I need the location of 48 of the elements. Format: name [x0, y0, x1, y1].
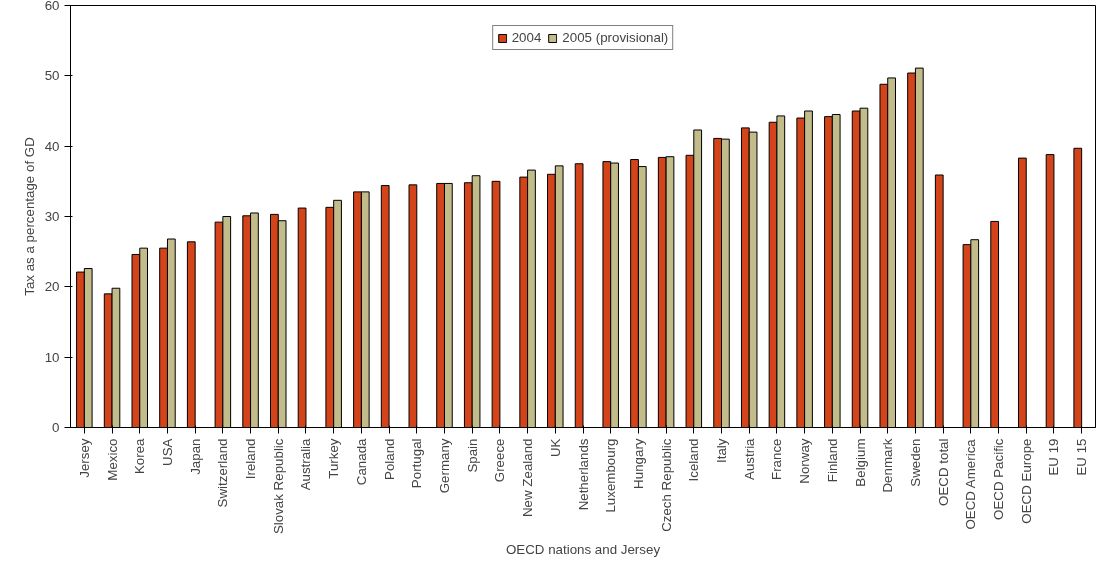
- x-tick-label: UK: [547, 438, 563, 458]
- x-tick-label: Ireland: [243, 438, 259, 480]
- x-tick-label: Turkey: [326, 438, 342, 479]
- x-tick-label: Finland: [824, 438, 840, 483]
- x-tick-label: Sweden: [907, 438, 923, 487]
- legend-label: 2004: [511, 30, 542, 45]
- x-tick-label: Canada: [353, 437, 369, 486]
- y-tick-label: 60: [44, 0, 60, 13]
- x-tick-label: Hungary: [630, 438, 646, 489]
- x-tick-label: EU 19: [1046, 438, 1062, 476]
- x-tick-label: OECD total: [935, 438, 951, 506]
- x-tick-label: Japan: [187, 438, 203, 475]
- x-tick-label: Slovak Republic: [270, 438, 286, 535]
- x-tick-label: USA: [159, 438, 175, 466]
- x-tick-label: Denmark: [880, 438, 896, 493]
- x-tick-label: OECD Europe: [1018, 438, 1034, 524]
- y-tick-label: 40: [44, 138, 60, 154]
- y-tick-label: 10: [44, 349, 60, 365]
- legend-label: 2005 (provisional): [562, 30, 669, 45]
- x-tick-label: Poland: [381, 438, 397, 480]
- x-tick-label: Greece: [492, 438, 508, 483]
- x-tick-label: Norway: [797, 438, 813, 484]
- x-tick-label: Czech Republic: [658, 438, 674, 532]
- x-tick-label: OECD America: [963, 438, 979, 530]
- y-tick-label: 0: [52, 420, 60, 435]
- x-tick-label: Mexico: [104, 438, 120, 481]
- x-tick-label: Portugal: [409, 438, 425, 489]
- x-tick-label: Switzerland: [215, 438, 231, 508]
- x-tick-label: OECD Pacific: [991, 438, 1007, 520]
- x-tick-label: Jersey: [76, 438, 92, 478]
- x-tick-label: Korea: [132, 437, 148, 475]
- x-tick-label: New Zealand: [520, 438, 536, 518]
- x-tick-label: Australia: [298, 437, 314, 491]
- y-tick-label: 30: [44, 209, 60, 224]
- x-tick-label: Belgium: [852, 438, 868, 487]
- x-tick-label: Italy: [714, 438, 730, 463]
- x-tick-label: France: [769, 438, 785, 480]
- x-tick-label: Netherlands: [575, 438, 591, 511]
- x-tick-label: Luxembourg: [603, 438, 619, 513]
- x-tick-label: Germany: [436, 438, 452, 494]
- x-tick-label: EU 15: [1074, 438, 1090, 476]
- y-axis-title: Tax as a percentage of GD: [21, 137, 37, 296]
- x-tick-label: Spain: [464, 438, 480, 473]
- x-tick-label: Iceland: [686, 438, 702, 482]
- x-axis-title: OECD nations and Jersey: [505, 542, 661, 558]
- y-tick-label: 50: [44, 68, 60, 84]
- y-tick-label: 20: [44, 279, 60, 295]
- x-tick-label: Austria: [741, 437, 757, 480]
